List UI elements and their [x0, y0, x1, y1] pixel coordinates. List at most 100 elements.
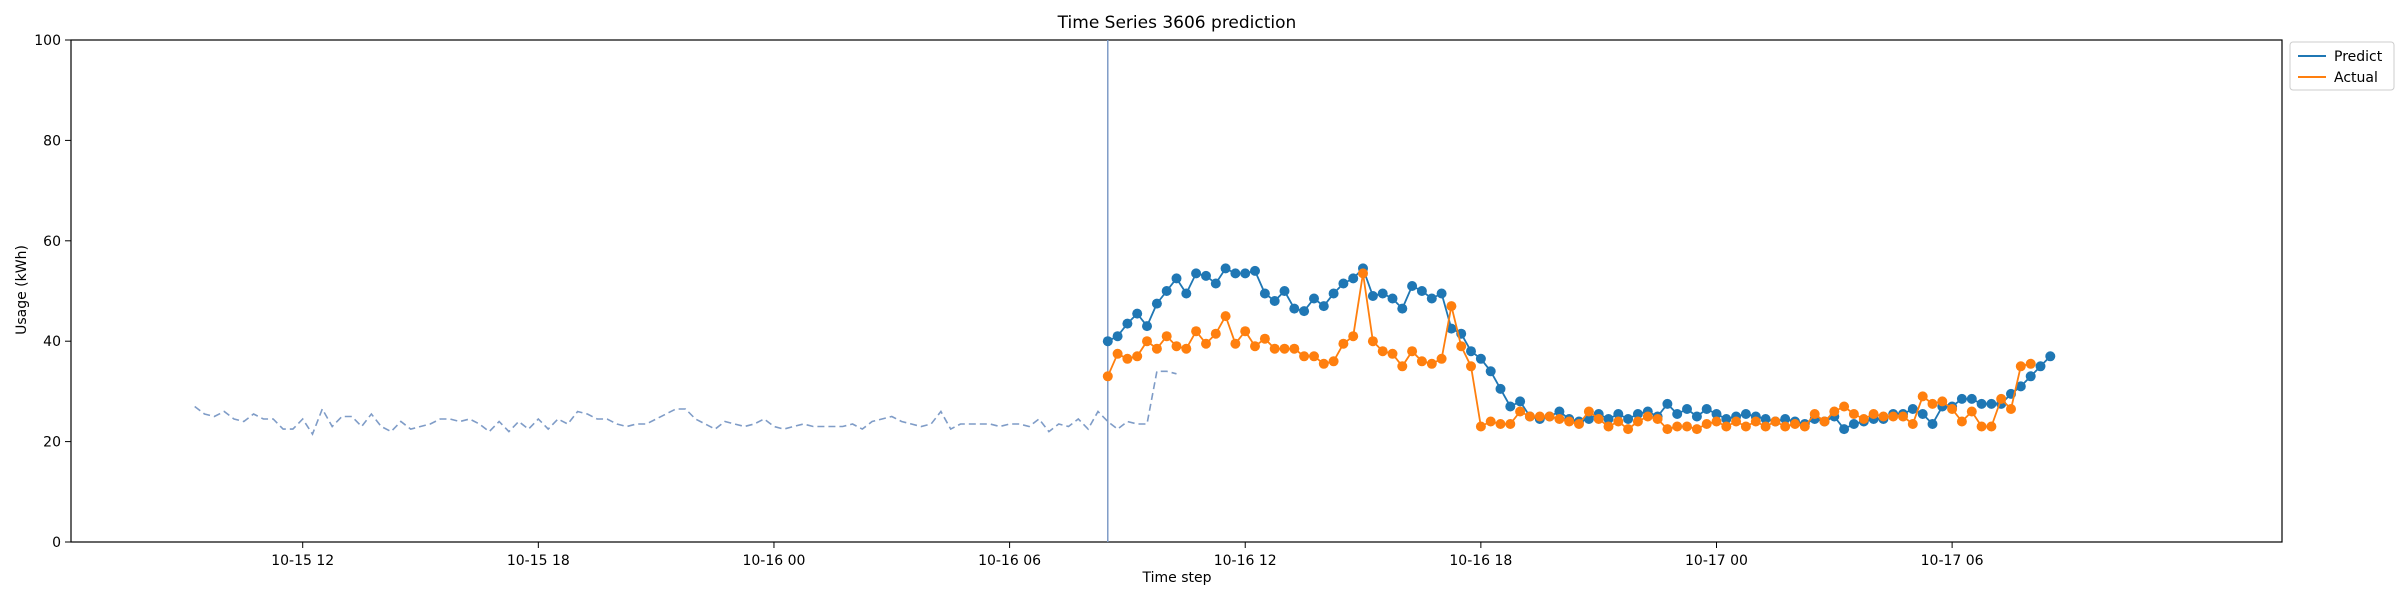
actual-point-66	[1750, 416, 1761, 427]
y-tick-label-40: 40	[43, 334, 61, 350]
predict-point-2	[1122, 318, 1133, 329]
actual-point-23	[1328, 356, 1339, 367]
predict-point-62	[1711, 409, 1722, 419]
actual-point-48	[1574, 419, 1584, 429]
actual-point-55	[1642, 411, 1653, 422]
actual-point-20	[1299, 351, 1310, 362]
x-tick-label-0: 10-15 12	[271, 553, 334, 569]
actual-point-18	[1279, 343, 1290, 354]
predict-point-10	[1201, 270, 1211, 281]
predict-point-15	[1250, 265, 1260, 276]
predict-point-0	[1102, 336, 1113, 347]
predict-point-37	[1466, 346, 1476, 357]
predict-point-17	[1269, 296, 1280, 306]
actual-point-32	[1416, 356, 1427, 367]
predict-point-40	[1495, 383, 1506, 394]
actual-point-86	[1947, 404, 1958, 414]
predict-point-34	[1436, 288, 1447, 299]
actual-point-30	[1397, 361, 1408, 372]
actual-point-85	[1937, 396, 1948, 407]
plot-frame	[70, 39, 2283, 543]
actual-point-28	[1377, 346, 1388, 357]
predict-point-87	[1956, 393, 1967, 404]
y-tick-label-0: 0	[52, 535, 61, 551]
actual-point-54	[1632, 416, 1643, 427]
actual-point-81	[1898, 411, 1908, 422]
actual-point-49	[1583, 406, 1594, 417]
predict-point-75	[1839, 424, 1850, 435]
predict-point-3	[1132, 308, 1143, 319]
predict-point-32	[1416, 286, 1427, 296]
actual-point-82	[1907, 419, 1918, 429]
predict-point-95	[2035, 361, 2046, 372]
predict-point-41	[1505, 401, 1516, 412]
predict-point-57	[1662, 398, 1673, 409]
legend-predict-label: Predict	[2334, 49, 2383, 65]
predict-point-65	[1740, 409, 1751, 419]
actual-point-90	[1986, 421, 1997, 432]
predict-point-22	[1318, 301, 1329, 312]
actual-point-12	[1220, 311, 1231, 322]
predict-point-63	[1721, 414, 1732, 424]
predict-point-4	[1142, 321, 1152, 332]
predict-point-13	[1230, 268, 1241, 279]
actual-point-91	[1996, 393, 2007, 404]
actual-point-74	[1829, 406, 1840, 417]
predict-point-33	[1426, 293, 1437, 304]
actual-point-93	[2015, 361, 2026, 372]
predict-point-24	[1338, 278, 1349, 289]
actual-point-94	[2025, 358, 2036, 369]
actual-point-35	[1446, 301, 1457, 312]
actual-point-75	[1839, 401, 1850, 412]
predict-point-29	[1387, 293, 1398, 304]
actual-point-78	[1868, 409, 1879, 419]
actual-point-26	[1358, 268, 1368, 279]
predict-point-94	[2025, 371, 2036, 382]
actual-point-61	[1701, 419, 1712, 429]
predict-point-28	[1377, 288, 1388, 299]
predict-point-30	[1397, 303, 1408, 314]
actual-point-88	[1966, 406, 1977, 417]
actual-point-69	[1780, 421, 1791, 432]
predict-point-21	[1309, 293, 1319, 304]
actual-point-16	[1259, 333, 1270, 344]
predict-point-76	[1848, 419, 1859, 429]
actual-point-52	[1613, 416, 1624, 427]
actual-point-40	[1495, 419, 1506, 429]
actual-point-29	[1387, 348, 1398, 359]
predict-point-31	[1407, 281, 1418, 291]
actual-point-63	[1721, 421, 1732, 432]
actual-point-67	[1760, 421, 1771, 432]
actual-point-17	[1269, 343, 1280, 354]
actual-point-9	[1191, 326, 1202, 337]
predict-point-69	[1780, 414, 1791, 424]
predict-point-11	[1210, 278, 1221, 289]
predict-point-46	[1554, 406, 1565, 417]
predict-point-18	[1279, 286, 1290, 296]
actual-point-15	[1250, 341, 1260, 352]
legend-actual-label: Actual	[2334, 70, 2378, 86]
actual-point-1	[1112, 348, 1123, 359]
actual-point-59	[1682, 421, 1692, 432]
predict-point-60	[1691, 411, 1702, 422]
actual-point-0	[1102, 371, 1113, 382]
predict-point-1	[1112, 331, 1123, 342]
chart-title: Time Series 3606 prediction	[1057, 13, 1297, 33]
predict-point-7	[1171, 273, 1182, 284]
predict-point-35	[1446, 323, 1457, 334]
x-tick-label-3: 10-16 06	[978, 553, 1041, 569]
x-tick-label-2: 10-16 00	[742, 553, 805, 569]
actual-point-38	[1475, 421, 1486, 432]
actual-point-53	[1623, 424, 1634, 435]
actual-point-84	[1927, 398, 1938, 409]
x-axis-label: Time step	[1142, 570, 1212, 586]
actual-point-36	[1456, 341, 1467, 352]
actual-point-70	[1790, 419, 1800, 429]
x-tick-label-1: 10-15 18	[507, 553, 570, 569]
y-tick-label-80: 80	[43, 133, 61, 149]
legend: Predict Actual	[2289, 41, 2395, 91]
predict-point-5	[1151, 298, 1162, 309]
actual-point-14	[1240, 326, 1251, 337]
y-tick-label-20: 20	[43, 435, 61, 451]
